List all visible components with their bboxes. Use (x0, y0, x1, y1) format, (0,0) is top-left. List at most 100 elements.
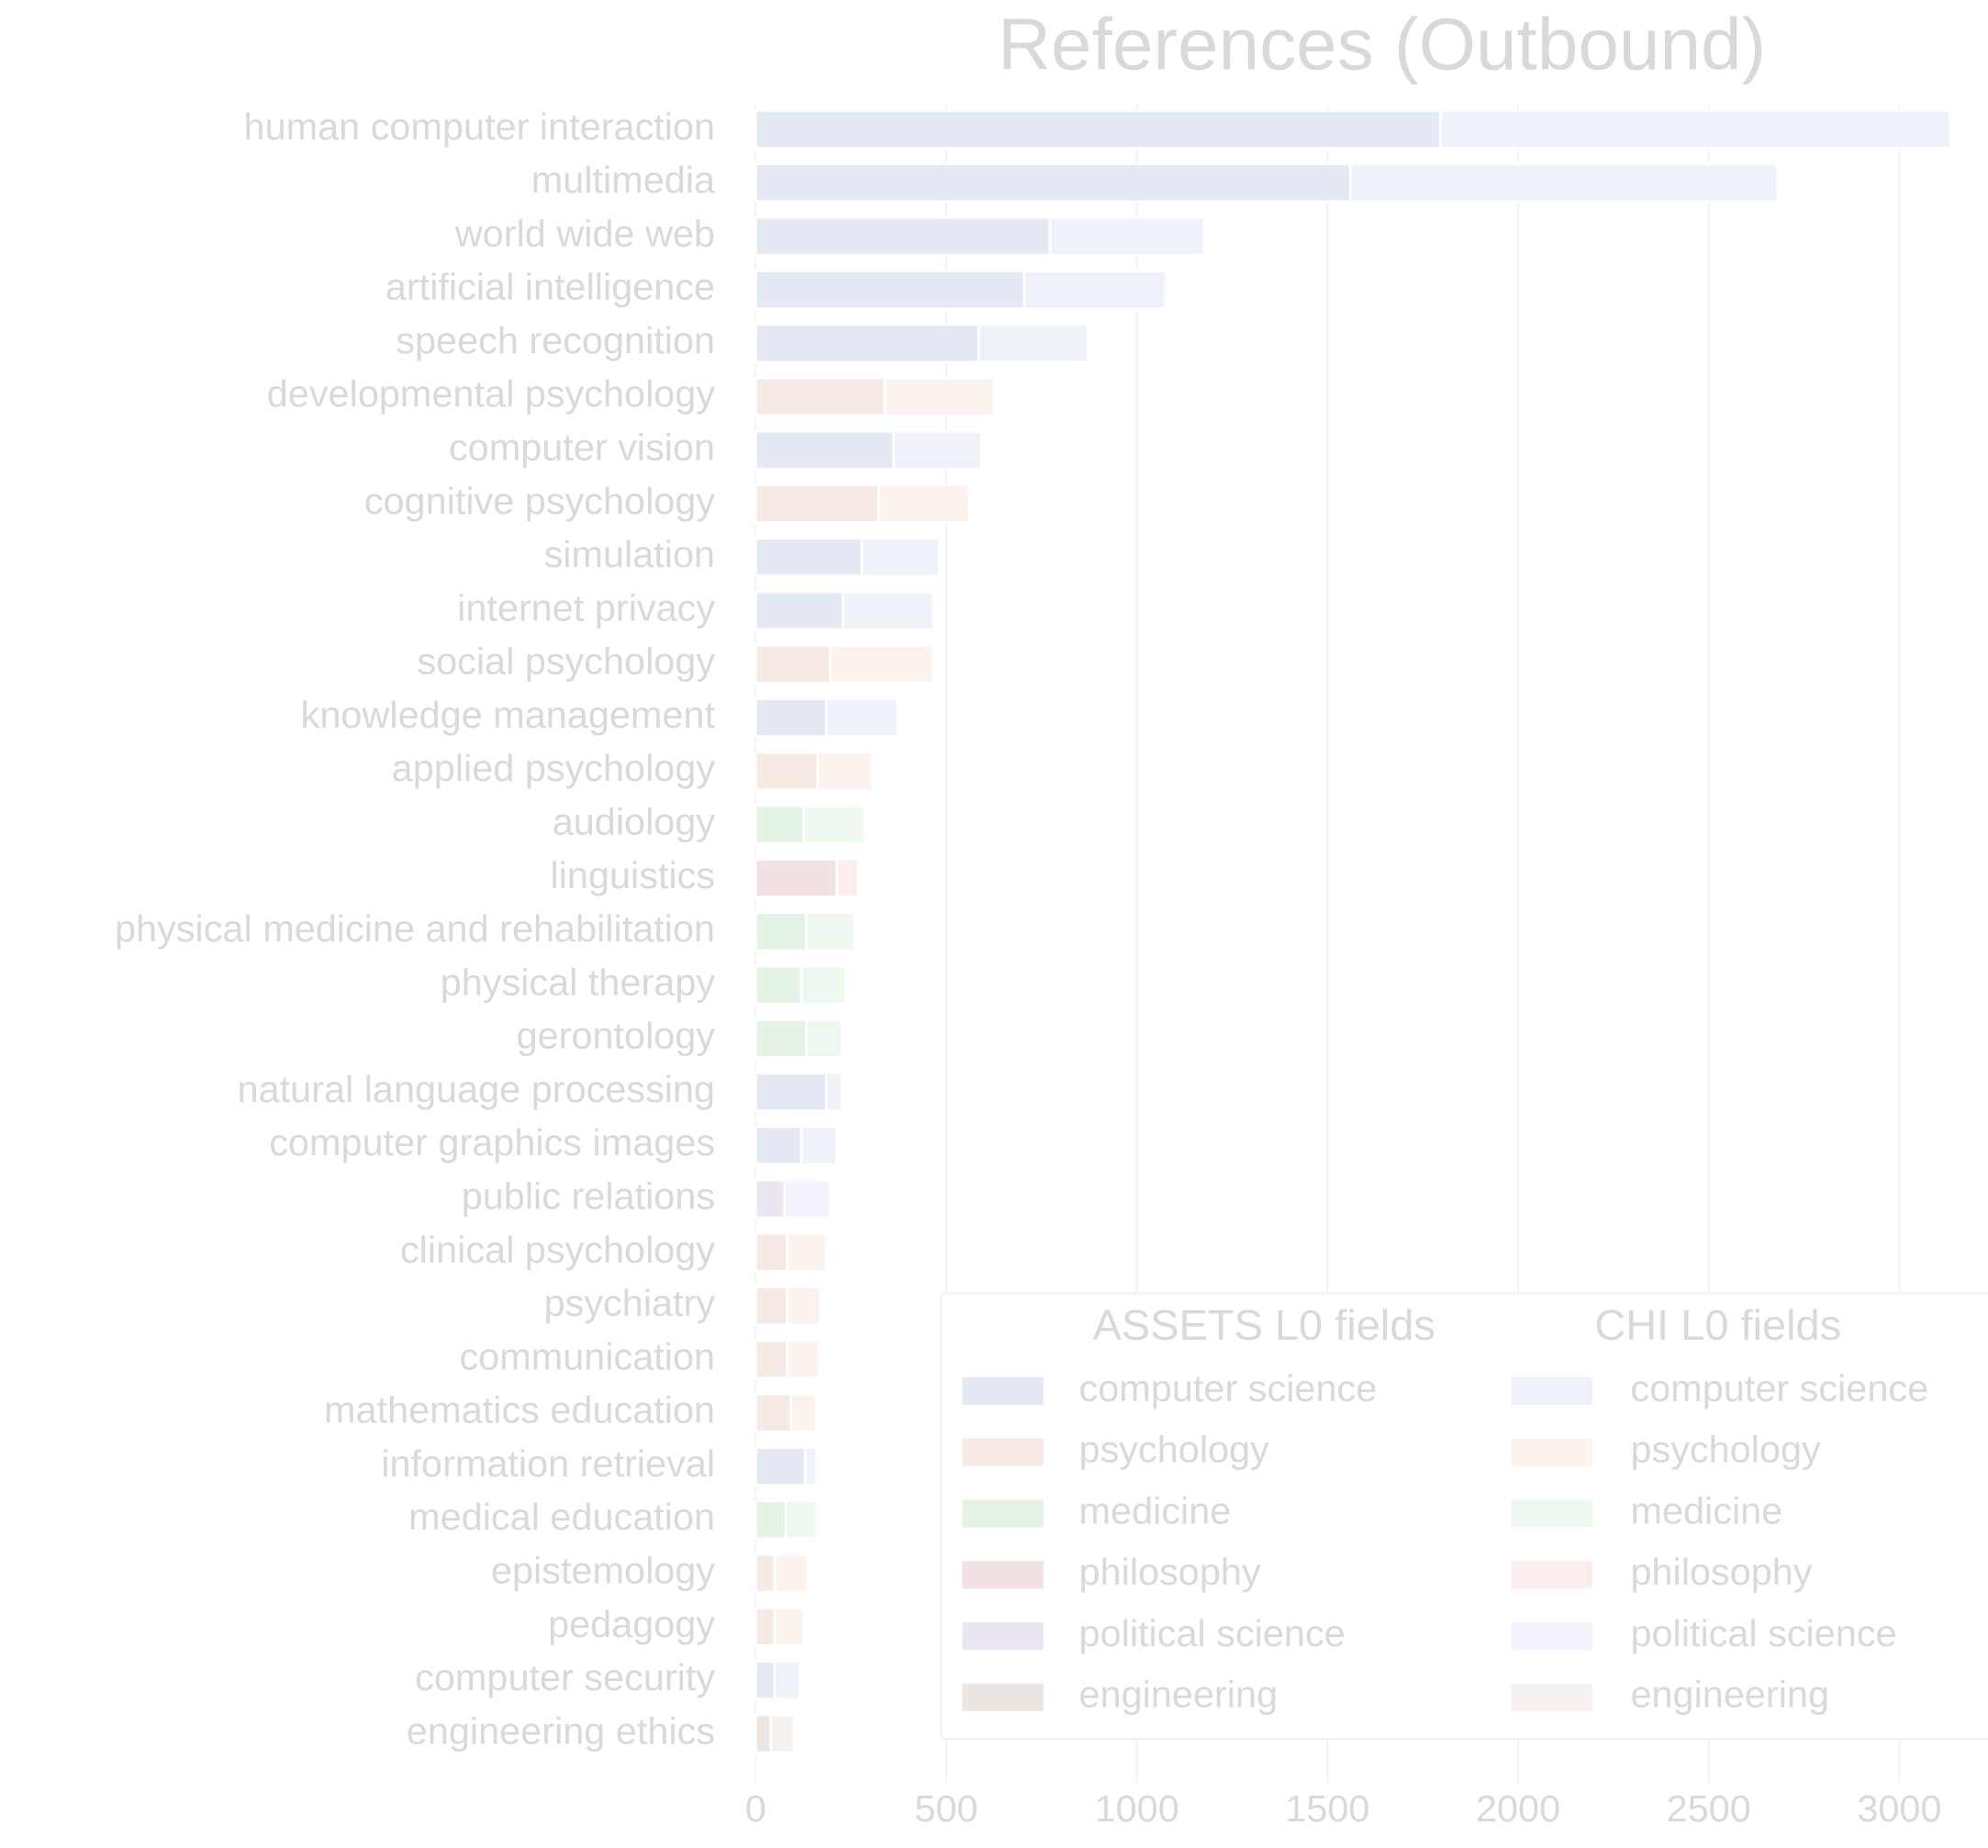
chart-title: References (Outbound) (998, 4, 1766, 85)
legend-label: engineering (1630, 1674, 1829, 1716)
bar-segment (754, 1018, 808, 1059)
bar-segment (1048, 216, 1206, 257)
legend-swatch (1511, 1621, 1593, 1651)
bar-segment (754, 697, 828, 738)
bar-segment (754, 269, 1026, 310)
bar-segment (786, 1286, 822, 1327)
bar-segment (789, 1392, 819, 1433)
y-tick-label: computer vision (449, 427, 715, 469)
bar-segment (754, 109, 1442, 150)
bar-segment (1438, 109, 1952, 150)
y-tick-label: physical medicine and rehabilitation (115, 907, 715, 950)
y-tick-label: internet privacy (457, 587, 715, 629)
legend-label: political science (1630, 1612, 1896, 1654)
y-tick-label: engineering ethics (407, 1710, 715, 1753)
bar-segment (842, 590, 935, 631)
x-tick-label: 2500 (1667, 1787, 1751, 1830)
bar-segment (803, 1446, 819, 1486)
legend-label: medicine (1630, 1490, 1782, 1532)
bar-segment (754, 964, 803, 1006)
bar-segment (754, 429, 896, 471)
bar-segment (783, 1178, 832, 1219)
bar-segment (754, 1125, 803, 1166)
legend-label: political science (1079, 1612, 1346, 1654)
bar-segment (1348, 162, 1779, 204)
y-tick-label: human computer interaction (244, 106, 716, 148)
legend-swatch (1511, 1683, 1593, 1711)
y-tick-label: developmental psychology (267, 373, 716, 415)
legend-swatch (962, 1561, 1044, 1589)
bar-segment (754, 1339, 789, 1380)
bar-segment (754, 911, 808, 952)
y-tick-label: knowledge management (301, 694, 716, 736)
bar-segment (754, 537, 864, 578)
y-tick-label: cognitive psychology (364, 480, 716, 522)
x-tick-label: 3000 (1857, 1787, 1941, 1830)
y-tick-label: medical education (408, 1496, 715, 1538)
y-tick-label: public relations (462, 1175, 715, 1218)
legend-swatch (962, 1683, 1044, 1711)
bar-segment (754, 751, 820, 792)
x-tick-label: 500 (914, 1787, 977, 1830)
legend-swatch (1511, 1561, 1593, 1589)
bar-segment (877, 484, 970, 524)
y-tick-label: epistemology (491, 1550, 716, 1592)
y-tick-label: psychiatry (544, 1282, 716, 1324)
bar-segment (754, 1713, 773, 1754)
bar-segment (829, 643, 935, 685)
y-tick-label: clinical psychology (400, 1229, 716, 1271)
bar-segment (786, 1339, 821, 1380)
legend-swatch (1511, 1438, 1593, 1466)
legend-label: computer science (1079, 1367, 1378, 1409)
bar-segment (892, 429, 983, 471)
bar-segment (835, 858, 860, 898)
bar-segment (799, 1125, 839, 1166)
bar-segment (802, 804, 866, 845)
x-tick-label: 2000 (1476, 1787, 1560, 1830)
legend-swatch (1511, 1376, 1593, 1406)
bar-segment (754, 1607, 776, 1647)
legend-title: CHI L0 fields (1594, 1301, 1841, 1349)
legend-label: philosophy (1079, 1551, 1261, 1593)
bar-segment (754, 1178, 787, 1219)
bar-segment (754, 1499, 787, 1541)
legend-label: psychology (1079, 1429, 1270, 1471)
bar-segment (754, 804, 806, 845)
bar-segment (977, 323, 1089, 363)
bar-segment (754, 1286, 789, 1327)
bar-segment (825, 1072, 843, 1112)
y-tick-label: mathematics education (324, 1389, 715, 1431)
bar-segment (805, 1018, 843, 1059)
bar-segment (754, 216, 1052, 257)
bar-segment (754, 1232, 789, 1273)
y-tick-label: artificial intelligence (385, 266, 715, 308)
bar-segment (860, 537, 941, 578)
bar-segment (754, 1660, 776, 1701)
legend-swatch (962, 1438, 1044, 1466)
y-tick-label: computer graphics images (269, 1121, 715, 1163)
bar-segment (754, 858, 839, 898)
legend-swatch (1511, 1499, 1593, 1528)
y-tick-label: linguistics (550, 854, 715, 896)
bar-segment (754, 1072, 828, 1112)
legend-swatch (962, 1621, 1044, 1651)
bar-segment (825, 697, 899, 738)
y-tick-label: information retrieval (381, 1442, 715, 1485)
y-tick-label: natural language processing (238, 1068, 716, 1110)
y-tick-label: applied psychology (392, 747, 716, 789)
x-tick-label: 1000 (1095, 1787, 1179, 1830)
bar-segment (786, 1232, 828, 1273)
bar-segment (799, 964, 847, 1006)
y-tick-label: world wide web (454, 213, 715, 255)
bar-segment (773, 1553, 810, 1594)
bar-segment (754, 1392, 793, 1433)
bar-segment (769, 1713, 796, 1754)
bar-segment (1022, 269, 1167, 310)
legend-label: computer science (1630, 1367, 1928, 1409)
legend-label: medicine (1079, 1490, 1232, 1532)
bar-segment (754, 376, 887, 417)
bar-segment (754, 643, 832, 685)
y-tick-label: social psychology (417, 640, 715, 683)
legend-swatch (962, 1376, 1044, 1406)
